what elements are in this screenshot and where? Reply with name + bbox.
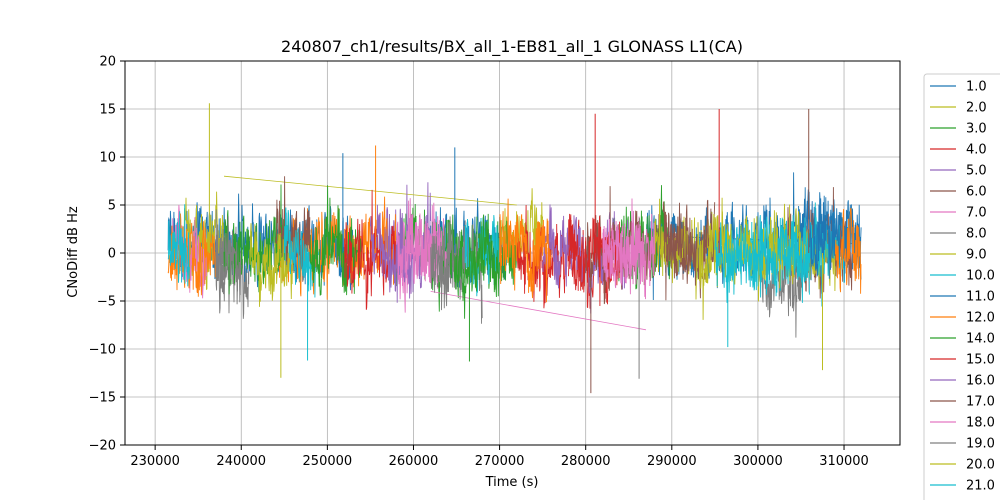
legend-entry: 10.0 [930,269,995,284]
legend-entry: 12.0 [930,311,995,326]
series-21.0 [167,204,810,303]
y-tick-label: −10 [89,343,116,358]
legend-label: 11.0 [966,290,995,305]
x-tick-label: 300000 [733,454,783,469]
x-tick-label: 280000 [561,454,611,469]
legend-label: 1.0 [966,80,987,95]
y-tick-label: 20 [99,55,116,70]
series-line-19.0 [430,216,457,294]
chart-title: 240807_ch1/results/BX_all_1-EB81_all_1 G… [281,37,743,57]
series-line-12.0 [499,198,552,303]
series-line-8.0 [757,225,810,338]
y-tick-label: 15 [99,103,116,118]
x-axis-label: Time (s) [485,475,539,490]
y-tick-label: 5 [108,199,116,214]
y-tick-label: 0 [108,247,116,262]
series-line-21.0 [283,207,311,292]
legend-entry: 11.0 [930,290,995,305]
axes: 230000 240000 250000 260000 270000 280000 2900… [89,55,901,469]
series-17.0 [275,176,716,299]
legend-label: 8.0 [966,227,987,242]
plot-series [167,103,862,394]
legend-label: 20.0 [966,458,995,473]
legend-entry: 16.0 [930,374,995,389]
legend-entry: 7.0 [930,206,987,221]
x-tick-label: 260000 [389,454,439,469]
y-axis-label: CNoDiff dB Hz [66,206,81,298]
series-19.0 [214,216,457,314]
legend-entry: 5.0 [930,164,987,179]
legend-entry: 4.0 [930,143,987,158]
legend-entry: 19.0 [930,437,995,452]
legend-entry: 14.0 [930,332,995,347]
series-line-17.0 [275,176,311,282]
series-line-20.0 [249,223,294,307]
legend-label: 12.0 [966,311,995,326]
legend-label: 5.0 [966,164,987,179]
y-tick-label: 10 [99,151,116,166]
x-tick-label: 230000 [130,454,180,469]
legend-label: 19.0 [966,437,995,452]
x-tick-label: 250000 [303,454,353,469]
legend: 1.0 2.0 3.0 4.0 5.0 6.0 7.0 8.0 9.0 10.0 11.0 12.0 1… [923,73,1000,500]
legend-label: 15.0 [966,353,995,368]
legend-entry: 3.0 [930,122,987,137]
series-bridge-7.0 [430,291,647,331]
x-tick-label: 310000 [819,454,869,469]
series-line-21.0 [167,204,190,287]
series-line-15.0 [344,189,397,310]
legend-entry: 18.0 [930,416,995,431]
series-16.0 [369,204,414,299]
legend-entry: 15.0 [930,353,995,368]
legend-label: 6.0 [966,185,987,200]
series-line-17.0 [662,199,716,299]
legend-label: 17.0 [966,395,995,410]
x-tick-label: 270000 [475,454,525,469]
legend-label: 10.0 [966,269,995,284]
legend-label: 2.0 [966,101,987,116]
series-line-16.0 [369,204,414,299]
legend-entry: 6.0 [930,185,987,200]
legend-label: 21.0 [966,479,995,494]
legend-entry: 1.0 [930,80,987,95]
series-line-14.0 [447,213,500,319]
y-tick-label: −20 [89,439,116,454]
legend-entry: 9.0 [930,248,987,263]
series-line-11.0 [809,192,862,281]
y-tick-label: −5 [97,295,116,310]
legend-box [923,73,1000,500]
legend-entry: 8.0 [930,227,987,242]
series-line-12.0 [834,207,862,294]
legend-label: 7.0 [966,206,987,221]
y-tick-label: −15 [89,391,116,406]
legend-label: 4.0 [966,143,987,158]
x-tick-label: 240000 [216,454,266,469]
legend-label: 14.0 [966,332,995,347]
legend-entry: 20.0 [930,458,995,473]
series-line-19.0 [214,216,242,314]
series-line-18.0 [602,198,655,297]
legend-label: 18.0 [966,416,995,431]
legend-entry: 17.0 [930,395,995,410]
x-tick-label: 290000 [647,454,697,469]
legend-label: 9.0 [966,248,987,263]
legend-entry: 2.0 [930,101,987,116]
series-bridge-2.0 [223,175,517,206]
legend-entry: 21.0 [930,479,995,494]
legend-label: 3.0 [966,122,987,137]
series-line-14.0 [309,185,363,296]
series-line-21.0 [714,215,810,303]
legend-label: 16.0 [966,374,995,389]
series-line-3.0 [611,185,673,290]
